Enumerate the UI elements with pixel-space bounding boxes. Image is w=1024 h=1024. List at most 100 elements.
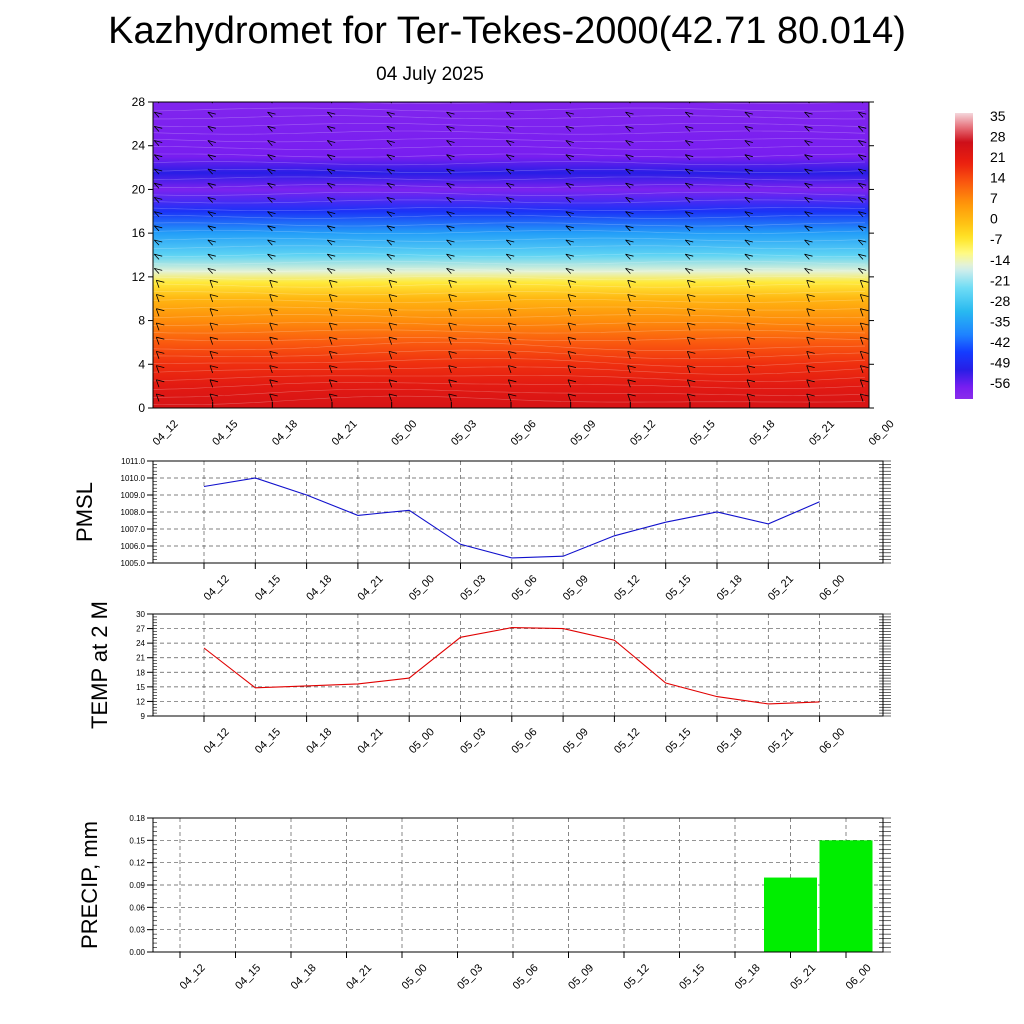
- wind-barb: [207, 225, 216, 232]
- panel-frame: [152, 817, 884, 953]
- wind-barb: [153, 125, 163, 132]
- contour-line: [153, 169, 866, 173]
- wind-barb: [625, 182, 634, 189]
- colorbar-label: -49: [990, 354, 1010, 370]
- x-tick-label: 04_15: [253, 726, 283, 756]
- wind-barb: [326, 140, 336, 146]
- wind-barb: [446, 225, 455, 232]
- wind-barb: [625, 154, 634, 161]
- x-tick-label: 05_09: [568, 418, 598, 448]
- wind-barb: [567, 336, 577, 345]
- wind-barb: [684, 140, 694, 146]
- wind-barb: [686, 393, 696, 402]
- wind-barb: [859, 279, 869, 288]
- wind-barb: [505, 125, 515, 132]
- wind-barb: [448, 336, 457, 345]
- wind-barb: [744, 140, 753, 146]
- x-tick-label: 05_09: [566, 962, 596, 992]
- wind-barb: [155, 393, 165, 402]
- wind-barb: [388, 379, 398, 388]
- wind-barb: [505, 239, 515, 246]
- wind-barb: [744, 168, 753, 175]
- wind-barb: [386, 140, 395, 146]
- colorbar-label: 14: [990, 170, 1006, 186]
- wind-barb: [859, 294, 869, 303]
- contour-line: [153, 245, 866, 250]
- wind-barb: [806, 294, 815, 303]
- wind-barb: [625, 140, 634, 146]
- wind-barb: [446, 125, 455, 132]
- wind-barbs: [153, 102, 869, 402]
- wind-barb: [388, 336, 398, 345]
- wind-barb: [328, 308, 338, 317]
- y-tick-label: 1007.0: [121, 525, 146, 534]
- wind-barb: [806, 322, 815, 331]
- wind-barb: [326, 182, 336, 189]
- wind-barb: [684, 211, 694, 218]
- wind-barb: [209, 351, 219, 359]
- y-tick-label: 1008.0: [121, 508, 146, 517]
- x-tick-label: 05_06: [509, 573, 539, 603]
- x-tick-label: 05_00: [400, 962, 430, 992]
- wind-barb: [507, 351, 517, 359]
- x-tick-label: 04_21: [330, 418, 360, 448]
- x-tick-label: 04_15: [253, 573, 283, 603]
- x-tick-label: 05_15: [677, 962, 707, 992]
- x-tick-label: 05_03: [458, 726, 488, 756]
- wind-barb: [806, 351, 815, 359]
- wind-barb: [744, 125, 753, 132]
- wind-barb: [326, 168, 336, 175]
- wind-barb: [565, 268, 574, 274]
- colorbar-label: -7: [990, 231, 1003, 247]
- wind-barb: [153, 268, 163, 274]
- wind-barb: [804, 111, 813, 118]
- colorbar-label: 0: [990, 211, 998, 227]
- x-tick-label: 05_12: [612, 573, 642, 603]
- y-tick-label: 0.00: [129, 948, 145, 957]
- wind-barb: [565, 182, 574, 189]
- x-tick-label: 05_18: [715, 726, 745, 756]
- x-tick-label: 05_00: [407, 726, 437, 756]
- x-tick-label: 04_18: [304, 573, 334, 603]
- wind-barb: [565, 225, 574, 232]
- wind-barb: [155, 322, 165, 331]
- wind-barb: [625, 253, 634, 260]
- wind-barb: [806, 379, 815, 388]
- wind-barb: [505, 197, 515, 203]
- wind-barb: [328, 294, 338, 303]
- contour-line: [153, 230, 866, 234]
- wind-barb: [567, 365, 577, 374]
- wind-barb: [446, 168, 455, 175]
- x-tick-label: 05_12: [622, 962, 652, 992]
- wind-barb: [804, 239, 813, 246]
- wind-barb: [209, 336, 219, 345]
- wind-barb: [684, 253, 694, 260]
- wind-barb: [269, 279, 278, 288]
- wind-barb: [746, 336, 756, 345]
- wind-barb: [746, 379, 756, 388]
- wind-barb: [746, 279, 756, 288]
- wind-barb: [859, 336, 869, 345]
- wind-barb: [448, 322, 457, 331]
- wind-barb: [684, 168, 694, 175]
- wind-barb: [565, 253, 574, 260]
- wind-barb: [448, 379, 457, 388]
- x-tick-label: 04_15: [210, 418, 240, 448]
- wind-barb: [625, 268, 634, 274]
- wind-barb: [505, 140, 515, 146]
- x-tick-label: 05_03: [455, 962, 485, 992]
- wind-barb: [446, 239, 455, 246]
- x-tick-label: 05_06: [509, 726, 539, 756]
- x-tick-label: 06_00: [844, 962, 874, 992]
- y-tick-label: 20: [132, 182, 146, 196]
- wind-barb: [269, 393, 278, 402]
- wind-barb: [567, 393, 577, 402]
- wind-barb: [567, 294, 577, 303]
- wind-barb: [207, 140, 216, 146]
- x-tick-label: 05_18: [715, 573, 745, 603]
- wind-barb: [386, 168, 395, 175]
- contour-line: [153, 388, 866, 398]
- wind-barb: [686, 379, 696, 388]
- wind-barb: [857, 211, 867, 218]
- wind-barb: [153, 140, 163, 146]
